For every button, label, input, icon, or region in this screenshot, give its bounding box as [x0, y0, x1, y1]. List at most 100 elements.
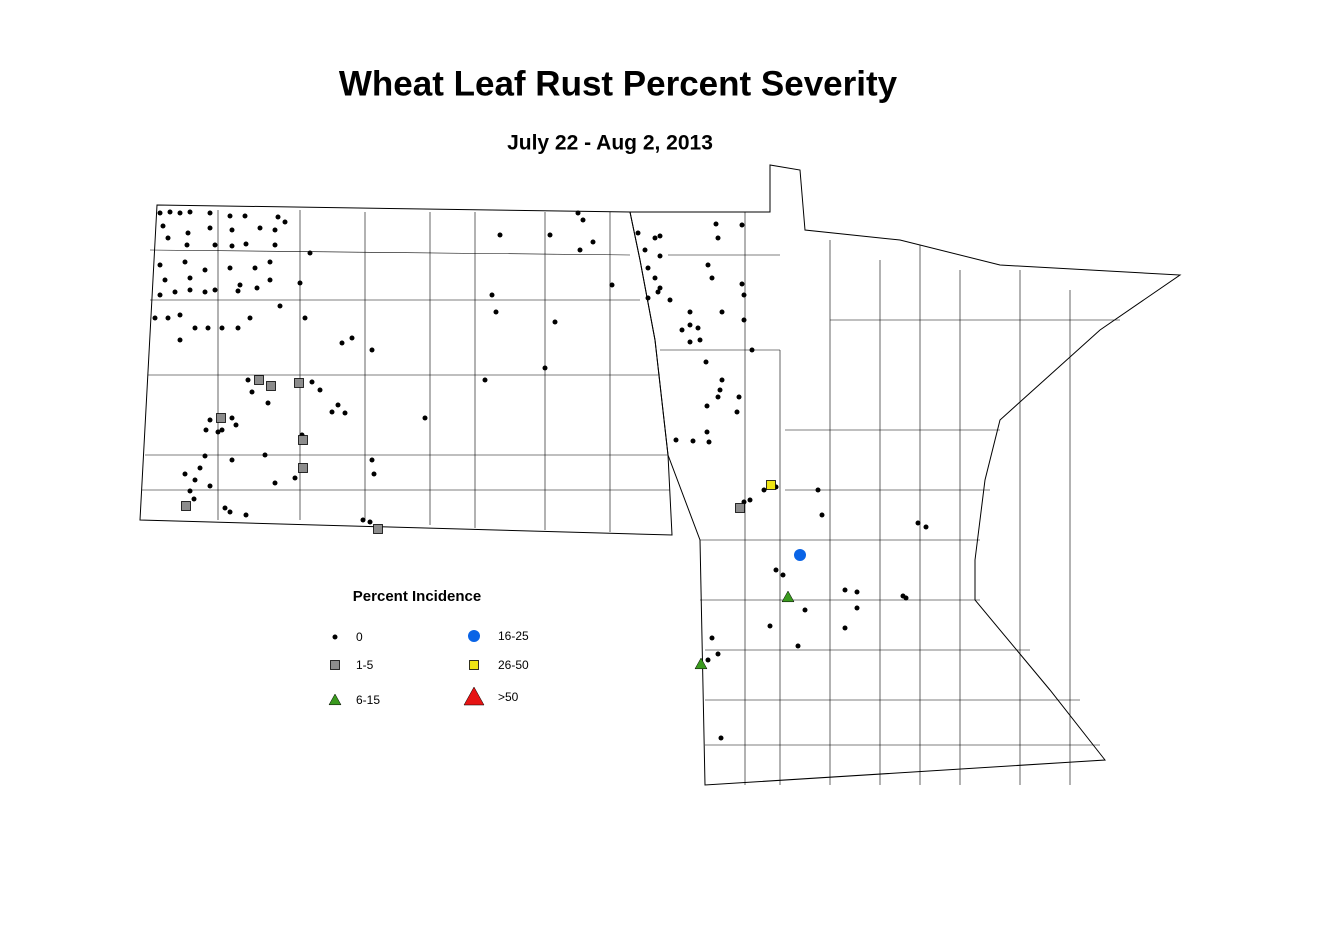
dot-symbol	[282, 219, 288, 225]
dot-symbol	[207, 417, 213, 423]
dot-symbol	[547, 232, 553, 238]
dot-symbol	[923, 524, 929, 530]
dot-symbol	[717, 387, 723, 393]
dot-symbol	[185, 230, 191, 236]
dot-symbol	[302, 315, 308, 321]
dot-symbol	[202, 289, 208, 295]
dot-symbol	[267, 259, 273, 265]
square-symbol	[735, 503, 745, 513]
dot-symbol	[705, 262, 711, 268]
legend-label: >50	[498, 690, 519, 704]
triangle-symbol	[781, 590, 795, 603]
dot-symbol	[203, 427, 209, 433]
dot-symbol	[709, 635, 715, 641]
legend-label: 16-25	[498, 629, 529, 643]
dot-symbol	[780, 572, 786, 578]
dot-symbol	[657, 253, 663, 259]
dot-symbol	[247, 315, 253, 321]
dot-symbol	[249, 389, 255, 395]
dot-symbol	[369, 457, 375, 463]
dot-symbol	[233, 422, 239, 428]
dot-symbol	[854, 589, 860, 595]
dot-symbol	[713, 221, 719, 227]
triangle-symbol	[694, 657, 708, 670]
dot-symbol	[349, 335, 355, 341]
legend-title: Percent Incidence	[353, 588, 481, 605]
dot-symbol	[235, 288, 241, 294]
dot-symbol	[215, 429, 221, 435]
dot-symbol	[360, 517, 366, 523]
dot-symbol	[205, 325, 211, 331]
minnesota	[629, 164, 1182, 786]
dot-symbol	[715, 651, 721, 657]
square-symbol	[330, 660, 340, 670]
dot-symbol	[235, 325, 241, 331]
dot-symbol	[695, 325, 701, 331]
dot-symbol	[275, 214, 281, 220]
dot-symbol	[687, 309, 693, 315]
dot-symbol	[292, 475, 298, 481]
dot-symbol	[267, 277, 273, 283]
dot-symbol	[747, 497, 753, 503]
circle-symbol	[794, 549, 806, 561]
dot-symbol	[493, 309, 499, 315]
dot-symbol	[739, 281, 745, 287]
legend-label: 0	[356, 630, 363, 644]
map-subtitle: July 22 - Aug 2, 2013	[507, 132, 713, 155]
dot-symbol	[177, 210, 183, 216]
dot-symbol	[152, 315, 158, 321]
dot-symbol	[719, 309, 725, 315]
dot-symbol	[645, 265, 651, 271]
dot-symbol	[165, 315, 171, 321]
square-symbol	[216, 413, 226, 423]
dot-symbol	[243, 512, 249, 518]
dot-symbol	[342, 410, 348, 416]
dot-symbol	[229, 227, 235, 233]
dot-symbol	[489, 292, 495, 298]
dot-symbol	[165, 235, 171, 241]
square-symbol	[766, 480, 776, 490]
dot-symbol	[367, 519, 373, 525]
square-symbol	[266, 381, 276, 391]
dot-symbol	[277, 303, 283, 309]
dot-symbol	[272, 227, 278, 233]
dot-symbol	[265, 400, 271, 406]
dot-symbol	[552, 319, 558, 325]
dot-symbol	[229, 415, 235, 421]
legend-label: 1-5	[356, 658, 374, 672]
dot-symbol	[187, 275, 193, 281]
dot-symbol	[715, 235, 721, 241]
dot-symbol	[580, 217, 586, 223]
square-symbol	[469, 660, 479, 670]
dot-symbol	[219, 325, 225, 331]
dot-symbol	[227, 265, 233, 271]
dot-symbol	[371, 471, 377, 477]
dot-symbol	[679, 327, 685, 333]
dot-symbol	[657, 285, 663, 291]
square-symbol	[254, 375, 264, 385]
dot-symbol	[842, 625, 848, 631]
dot-symbol	[609, 282, 615, 288]
dot-symbol	[177, 312, 183, 318]
dot-symbol	[815, 487, 821, 493]
dot-symbol	[297, 280, 303, 286]
dot-symbol	[655, 289, 661, 295]
dot-symbol	[172, 289, 178, 295]
dot-symbol	[229, 243, 235, 249]
legend-label: 6-15	[356, 693, 380, 707]
dot-symbol	[243, 241, 249, 247]
dot-symbol	[673, 437, 679, 443]
circle-symbol	[468, 630, 480, 642]
dot-symbol	[736, 394, 742, 400]
dot-symbol	[192, 477, 198, 483]
dot-symbol	[773, 567, 779, 573]
dot-symbol	[667, 297, 673, 303]
dot-symbol	[157, 210, 163, 216]
dot-symbol	[854, 605, 860, 611]
dot-symbol	[715, 394, 721, 400]
square-symbol	[298, 435, 308, 445]
dot-symbol	[167, 209, 173, 215]
dot-symbol	[237, 282, 243, 288]
